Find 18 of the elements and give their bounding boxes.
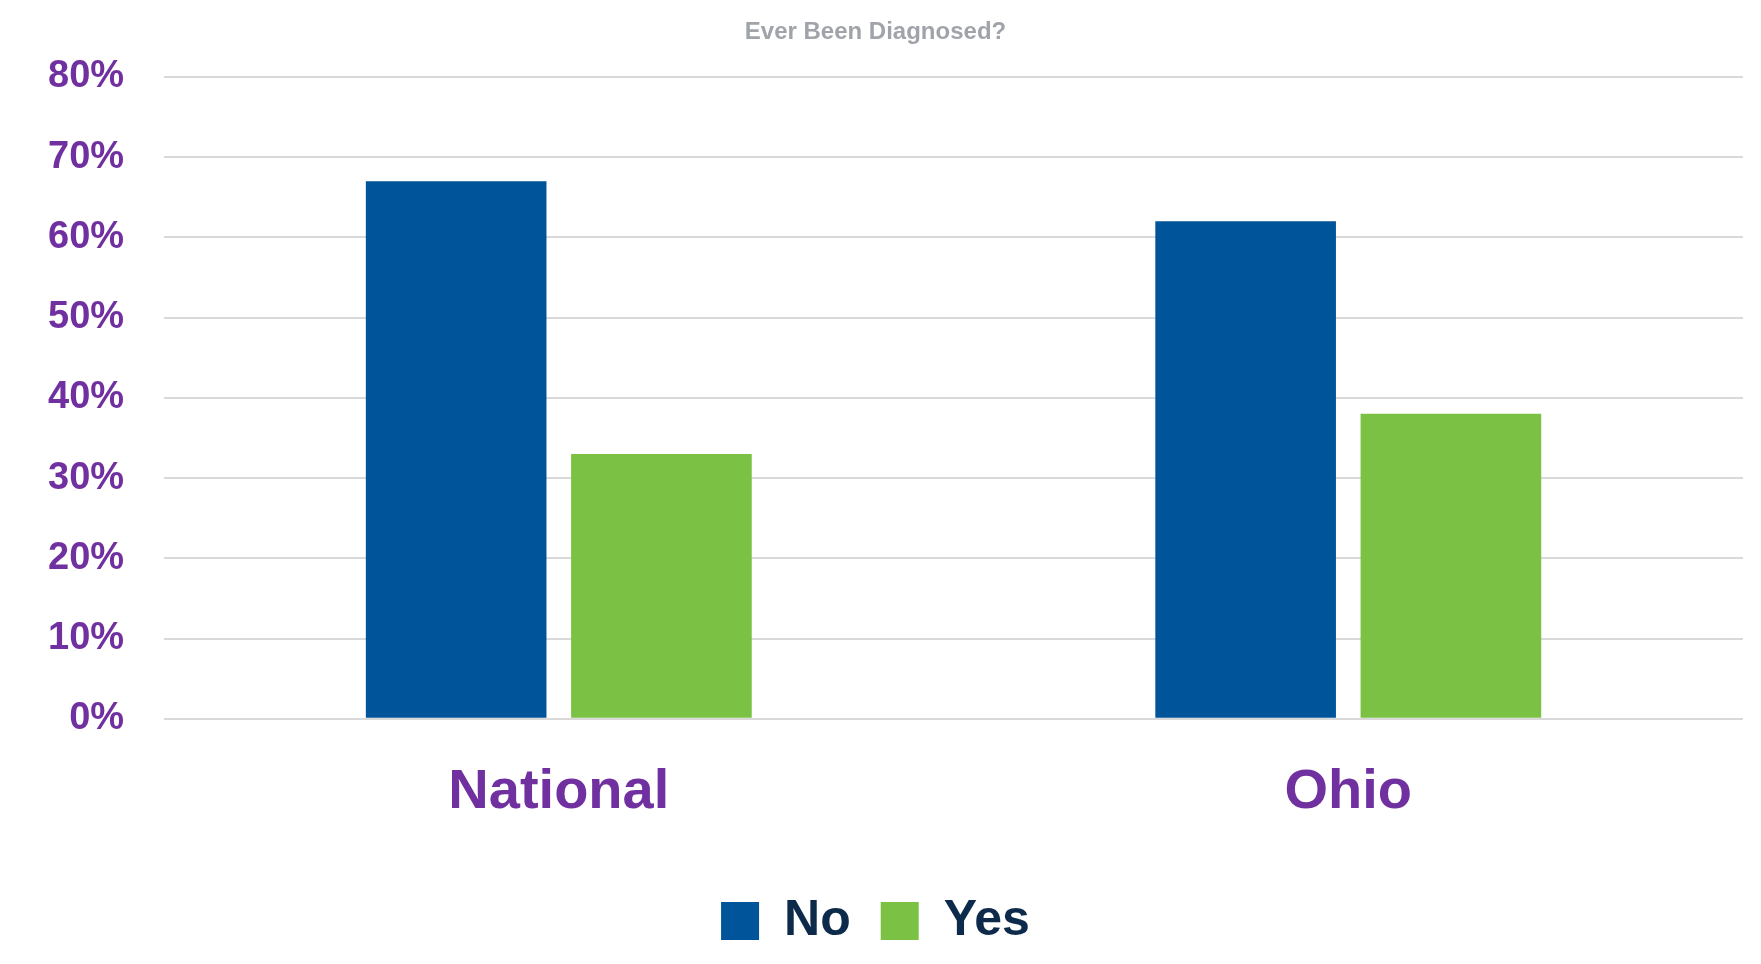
legend-label: No — [784, 889, 851, 946]
y-tick-label: 50% — [47, 294, 125, 337]
bar — [365, 181, 547, 718]
y-tick-label: 60% — [47, 213, 125, 256]
bar — [571, 453, 752, 718]
y-tick-label: 20% — [47, 534, 125, 577]
chart-title: Ever Been Diagnosed? — [744, 17, 1007, 45]
bar — [1155, 221, 1336, 718]
y-tick-label: 70% — [47, 133, 125, 176]
y-tick-label: 0% — [69, 695, 125, 738]
y-tick-label: 80% — [47, 53, 125, 96]
x-tick-label: National — [448, 756, 670, 820]
bar — [1360, 413, 1542, 718]
legend-label: Yes — [943, 889, 1030, 946]
x-tick-label: Ohio — [1284, 756, 1413, 820]
y-tick-label: 30% — [47, 454, 125, 497]
y-tick-label: 10% — [47, 615, 125, 658]
y-tick-label: 40% — [47, 374, 125, 417]
